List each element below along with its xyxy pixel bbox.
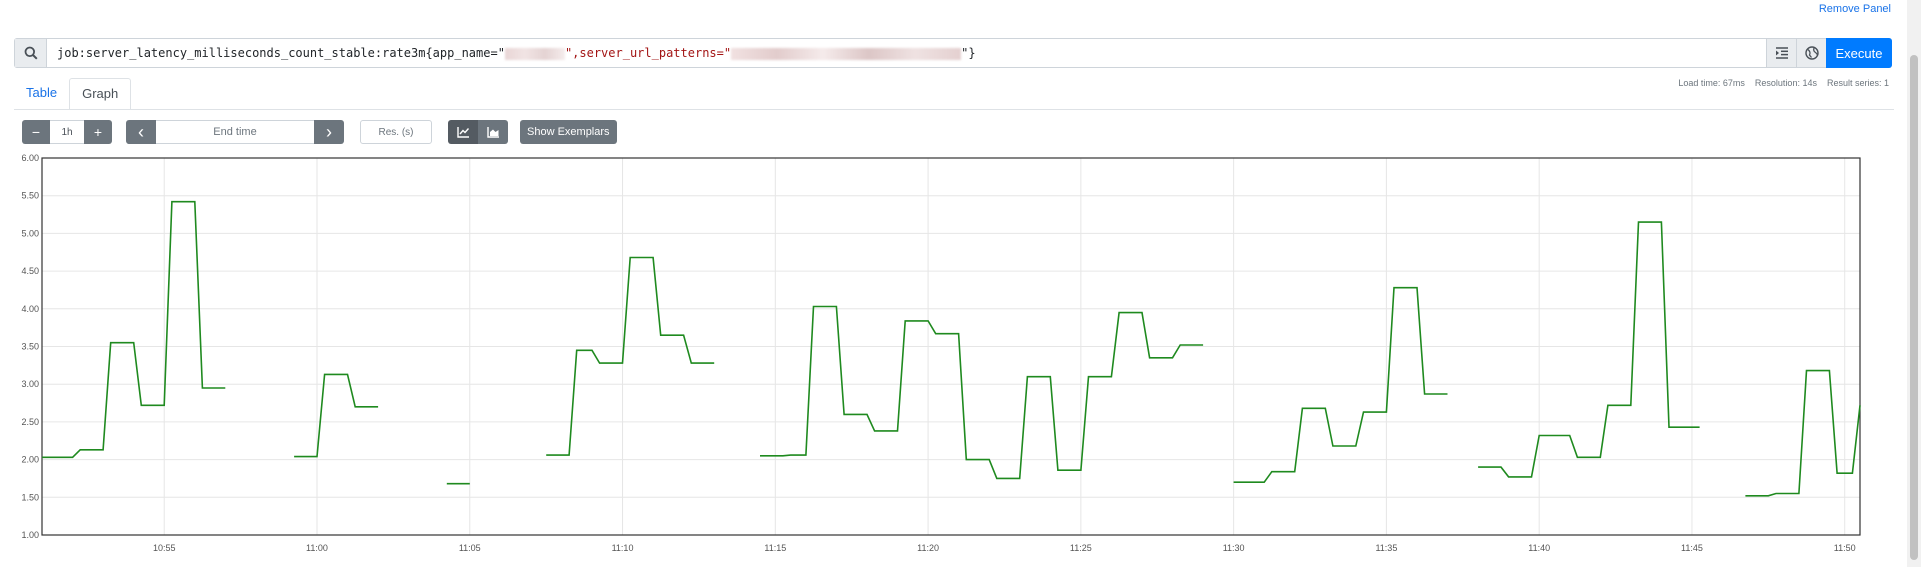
globe-icon[interactable] — [1796, 39, 1826, 67]
expression-prefix: job:server_latency_milliseconds_count_st… — [57, 46, 505, 60]
y-tick-label: 2.50 — [21, 417, 39, 427]
range-input[interactable]: 1h — [50, 120, 84, 144]
query-stats: Load time: 67ms Resolution: 14s Result s… — [1678, 78, 1889, 88]
series-line-segment — [1478, 221, 1700, 478]
chevron-right-icon[interactable]: › — [314, 120, 344, 144]
execute-button[interactable]: Execute — [1826, 38, 1892, 68]
load-time: Load time: 67ms — [1678, 78, 1745, 88]
graph-controls: − 1h + ‹ End time › Res. (s) Show Exempl… — [22, 120, 617, 144]
x-tick-label: 11:25 — [1070, 543, 1092, 553]
resolution-input[interactable]: Res. (s) — [360, 120, 432, 144]
page-scrollbar[interactable] — [1907, 0, 1921, 567]
resolution: Resolution: 14s — [1754, 78, 1817, 88]
increase-range-button[interactable]: + — [84, 120, 112, 144]
y-tick-label: 5.00 — [21, 228, 39, 238]
series-line-segment — [1233, 286, 1448, 484]
x-tick-label: 10:55 — [153, 543, 176, 553]
result-tabs: Table Graph — [14, 78, 132, 110]
x-tick-label: 11:30 — [1223, 543, 1245, 553]
x-tick-label: 11:20 — [917, 543, 939, 553]
tab-table[interactable]: Table — [26, 85, 58, 100]
y-tick-label: 1.50 — [21, 492, 39, 502]
end-time-input[interactable]: End time — [156, 120, 314, 144]
chevron-left-icon[interactable]: ‹ — [126, 120, 156, 144]
tab-graph[interactable]: Graph — [69, 78, 132, 110]
expression-input-row: job:server_latency_milliseconds_count_st… — [14, 38, 1892, 68]
x-tick-label: 11:10 — [612, 543, 634, 553]
search-icon — [15, 39, 47, 67]
x-tick-label: 11:00 — [306, 543, 328, 553]
y-tick-label: 1.00 — [21, 530, 39, 540]
y-tick-label: 3.50 — [21, 342, 39, 352]
redacted-app-name — [504, 47, 565, 60]
y-tick-label: 4.50 — [21, 266, 39, 276]
area-chart-icon[interactable] — [478, 120, 508, 144]
redacted-url-pattern — [731, 47, 962, 60]
plot-frame — [41, 157, 1861, 536]
y-tick-label: 6.00 — [21, 153, 39, 163]
y-tick-label: 5.50 — [21, 191, 39, 201]
series-line-segment — [546, 256, 715, 456]
series-line-segment — [294, 373, 379, 458]
x-tick-label: 11:40 — [1528, 543, 1550, 553]
x-tick-label: 11:50 — [1834, 543, 1856, 553]
y-tick-label: 4.00 — [21, 304, 39, 314]
format-indent-icon[interactable] — [1766, 39, 1796, 67]
x-tick-label: 11:15 — [764, 543, 786, 553]
expression-suffix: "} — [961, 46, 976, 60]
tabs-divider — [14, 109, 1894, 110]
line-chart-icon[interactable] — [448, 120, 478, 144]
latency-chart: 1.00 1.50 2.00 2.50 3.00 3.50 4.00 4.50 5.00 5.50… — [21, 153, 1861, 553]
series-line-segment — [760, 305, 1204, 480]
graph-container: 1.00 1.50 2.00 2.50 3.00 3.50 4.00 4.50 5.00 5.50… — [14, 150, 1894, 560]
x-tick-label: 11:35 — [1375, 543, 1397, 553]
expression-mid: ",server_url_patterns=" — [564, 46, 732, 60]
remove-panel-link[interactable]: Remove Panel — [1818, 3, 1891, 15]
series-line-segment — [1745, 369, 1861, 497]
x-tick-label: 11:45 — [1681, 543, 1703, 553]
expression-input[interactable]: job:server_latency_milliseconds_count_st… — [47, 39, 1766, 67]
scroll-thumb[interactable] — [1910, 55, 1918, 560]
decrease-range-button[interactable]: − — [22, 120, 50, 144]
series-line-segment — [42, 200, 226, 459]
y-tick-label: 3.00 — [21, 379, 39, 389]
x-tick-label: 11:05 — [459, 543, 481, 553]
show-exemplars-button[interactable]: Show Exemplars — [520, 120, 617, 144]
result-series: Result series: 1 — [1826, 78, 1889, 88]
y-tick-label: 2.00 — [21, 455, 39, 465]
